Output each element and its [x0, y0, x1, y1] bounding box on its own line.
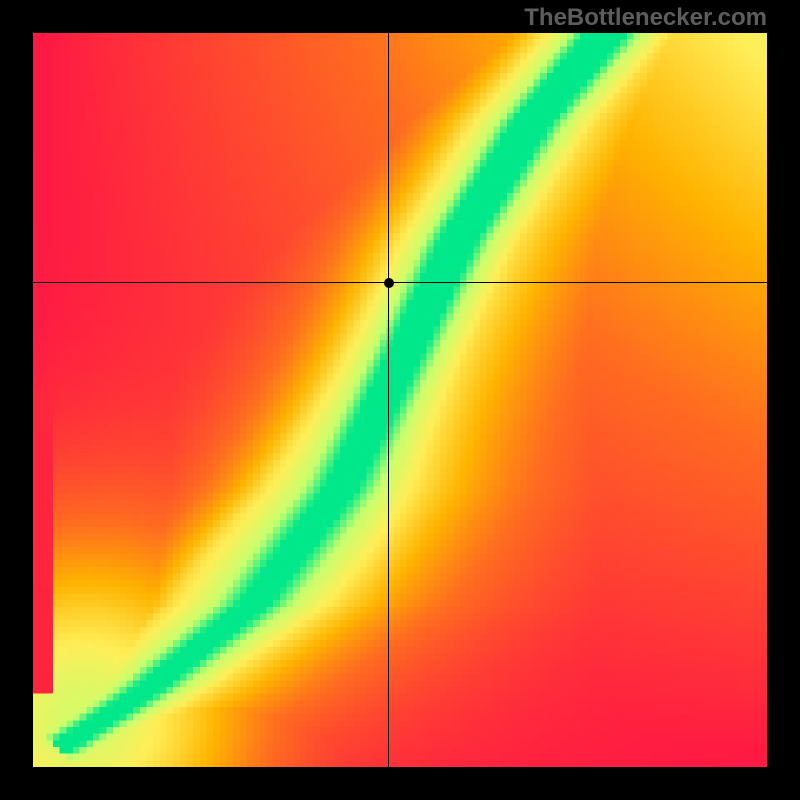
crosshair-horizontal	[33, 282, 767, 283]
bottleneck-heatmap	[33, 33, 767, 767]
chart-container: TheBottlenecker.com	[0, 0, 800, 800]
data-point-marker	[384, 278, 394, 288]
watermark-text: TheBottlenecker.com	[524, 4, 767, 32]
crosshair-vertical	[388, 33, 389, 767]
